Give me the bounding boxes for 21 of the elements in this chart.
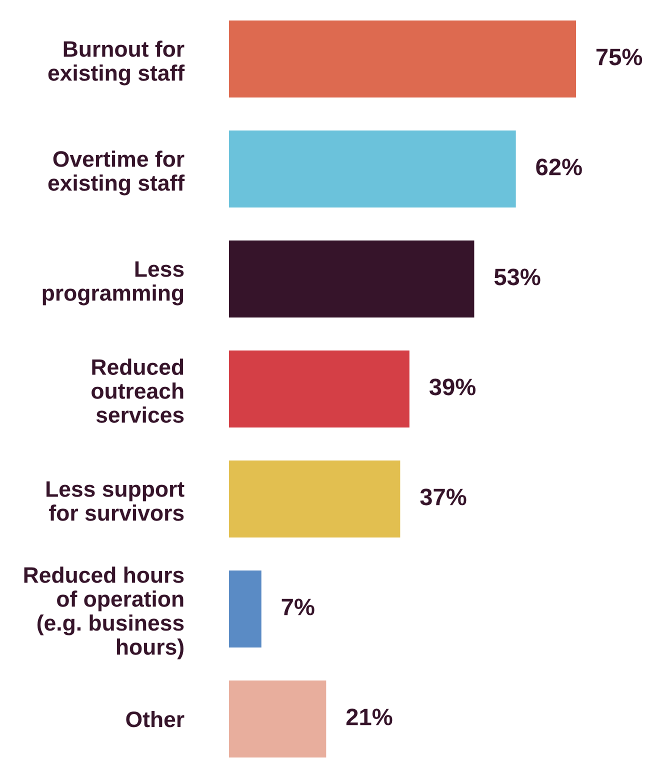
y-tick-label: Reduced outreach services	[92, 358, 184, 423]
data-label: 7%	[282, 598, 314, 616]
bar	[229, 460, 400, 538]
y-tick-label: Less support for survivors	[46, 481, 184, 521]
bar	[229, 130, 516, 208]
y-tick-label: Reduced hours of operation (e.g. business hours)	[24, 566, 184, 660]
bar	[229, 20, 576, 98]
data-label: 39%	[429, 378, 476, 396]
data-label: 75%	[596, 48, 642, 66]
data-label: 62%	[536, 158, 582, 176]
y-tick-label: Other	[126, 710, 184, 728]
y-tick-label: Overtime for existing staff	[48, 150, 185, 196]
data-label: 21%	[346, 708, 392, 726]
y-tick-label: Burnout for existing staff	[48, 40, 185, 86]
bar	[229, 240, 474, 318]
bar	[229, 350, 410, 428]
data-label: 53%	[494, 268, 540, 286]
bar	[229, 570, 262, 648]
data-label: 37%	[420, 488, 466, 506]
y-tick-label: Less programming	[42, 261, 184, 306]
bar	[229, 680, 326, 758]
